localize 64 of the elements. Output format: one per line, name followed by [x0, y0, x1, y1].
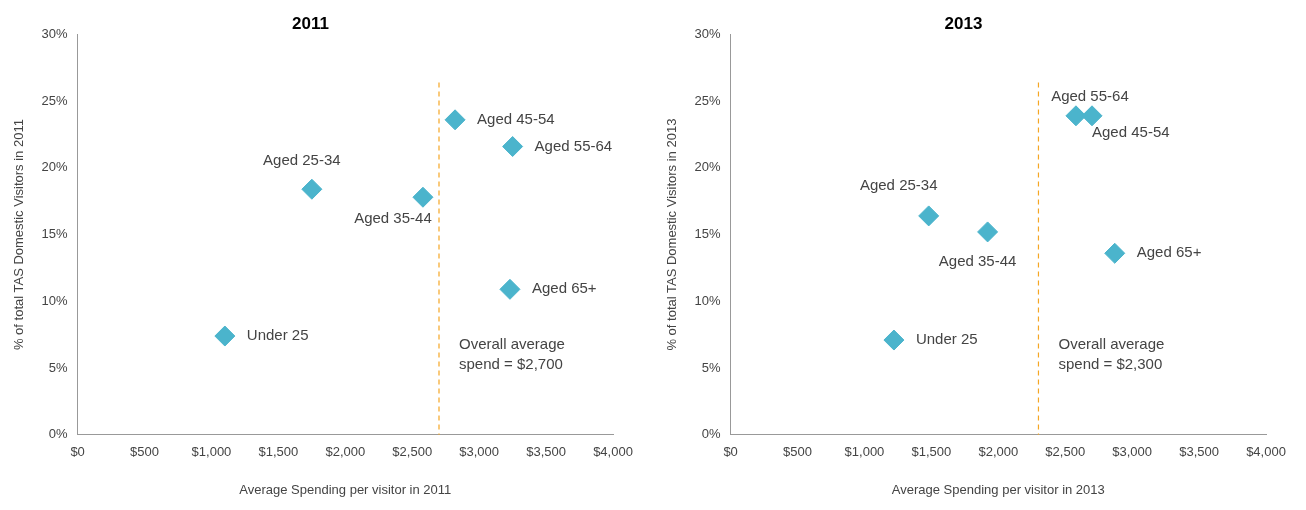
x-tick-label: $2,500 — [1045, 444, 1086, 460]
y-axis-title: % of total TAS Domestic Visitors in 2011 — [11, 119, 27, 351]
x-tick-label: $1,000 — [844, 444, 885, 460]
point — [977, 221, 999, 243]
x-tick-label: $1,500 — [911, 444, 952, 460]
x-tick-label: $500 — [783, 444, 812, 460]
x-tick-label: $3,500 — [526, 444, 566, 460]
series-label: Aged 65+ — [1136, 243, 1202, 261]
x-tick-label: $0 — [70, 444, 85, 460]
point — [1065, 105, 1087, 127]
series-label: Aged 65+ — [531, 279, 597, 297]
point — [502, 136, 524, 158]
x-axis-title: Average Spending per visitor in 2011 — [239, 481, 452, 497]
x-tick-label: $1,500 — [258, 444, 299, 460]
x-tick-label: $500 — [130, 444, 159, 460]
x-tick-label: $4,000 — [1246, 444, 1286, 460]
y-tick-label: 5% — [701, 359, 722, 375]
ref-line-label: Overall average spend = $2,700 — [459, 334, 565, 372]
point — [444, 109, 466, 131]
x-axis-title: Average Spending per visitor in 2013 — [891, 481, 1105, 497]
y-tick-label: 0% — [701, 426, 722, 442]
y-tick-label: 20% — [694, 159, 722, 175]
chart-title: 2013 — [944, 13, 983, 33]
series-label: Aged 45-54 — [477, 109, 555, 127]
point — [1081, 105, 1103, 127]
point — [412, 186, 434, 208]
y-tick-label: 20% — [41, 159, 69, 175]
y-tick-label: 15% — [694, 226, 722, 242]
x-tick-label: $2,000 — [978, 444, 1019, 460]
y-tick-label: 10% — [41, 292, 69, 308]
x-tick-label: $3,500 — [1179, 444, 1219, 460]
series-label: Aged 35-44 — [938, 252, 1017, 270]
series-label: Aged 55-64 — [1051, 86, 1129, 104]
point — [301, 178, 323, 200]
x-tick-label: $4,000 — [593, 444, 633, 460]
series-label: Aged 55-64 — [534, 136, 613, 154]
point — [918, 205, 940, 227]
y-tick-label: 25% — [694, 92, 722, 108]
series-label: Under 25 — [246, 326, 309, 344]
point — [1104, 242, 1126, 264]
point — [214, 325, 236, 347]
x-tick-label: $2,000 — [325, 444, 366, 460]
y-axis-title: % of total TAS Domestic Visitors in 2013 — [664, 118, 680, 351]
y-tick-label: 5% — [48, 359, 69, 375]
series-label: Aged 25-34 — [859, 176, 938, 194]
series-label: Under 25 — [915, 330, 978, 348]
x-tick-label: $2,500 — [392, 444, 433, 460]
x-tick-label: $3,000 — [459, 444, 500, 460]
y-tick-label: 25% — [41, 92, 69, 108]
y-tick-label: 0% — [48, 426, 69, 442]
ref-line-label: Overall average spend = $2,300 — [1058, 334, 1165, 372]
x-tick-label: $0 — [723, 444, 738, 460]
series-label: Aged 25-34 — [263, 151, 341, 169]
series-label: Aged 45-54 — [1092, 122, 1170, 140]
x-tick-label: $1,000 — [191, 444, 232, 460]
y-tick-label: 30% — [41, 25, 69, 41]
point — [883, 329, 905, 351]
y-tick-label: 10% — [694, 292, 722, 308]
x-tick-label: $3,000 — [1112, 444, 1153, 460]
chart-title: 2011 — [292, 13, 329, 33]
point — [499, 278, 521, 300]
series-label: Aged 35-44 — [354, 209, 432, 227]
y-tick-label: 15% — [41, 226, 69, 242]
y-tick-label: 30% — [694, 25, 722, 41]
